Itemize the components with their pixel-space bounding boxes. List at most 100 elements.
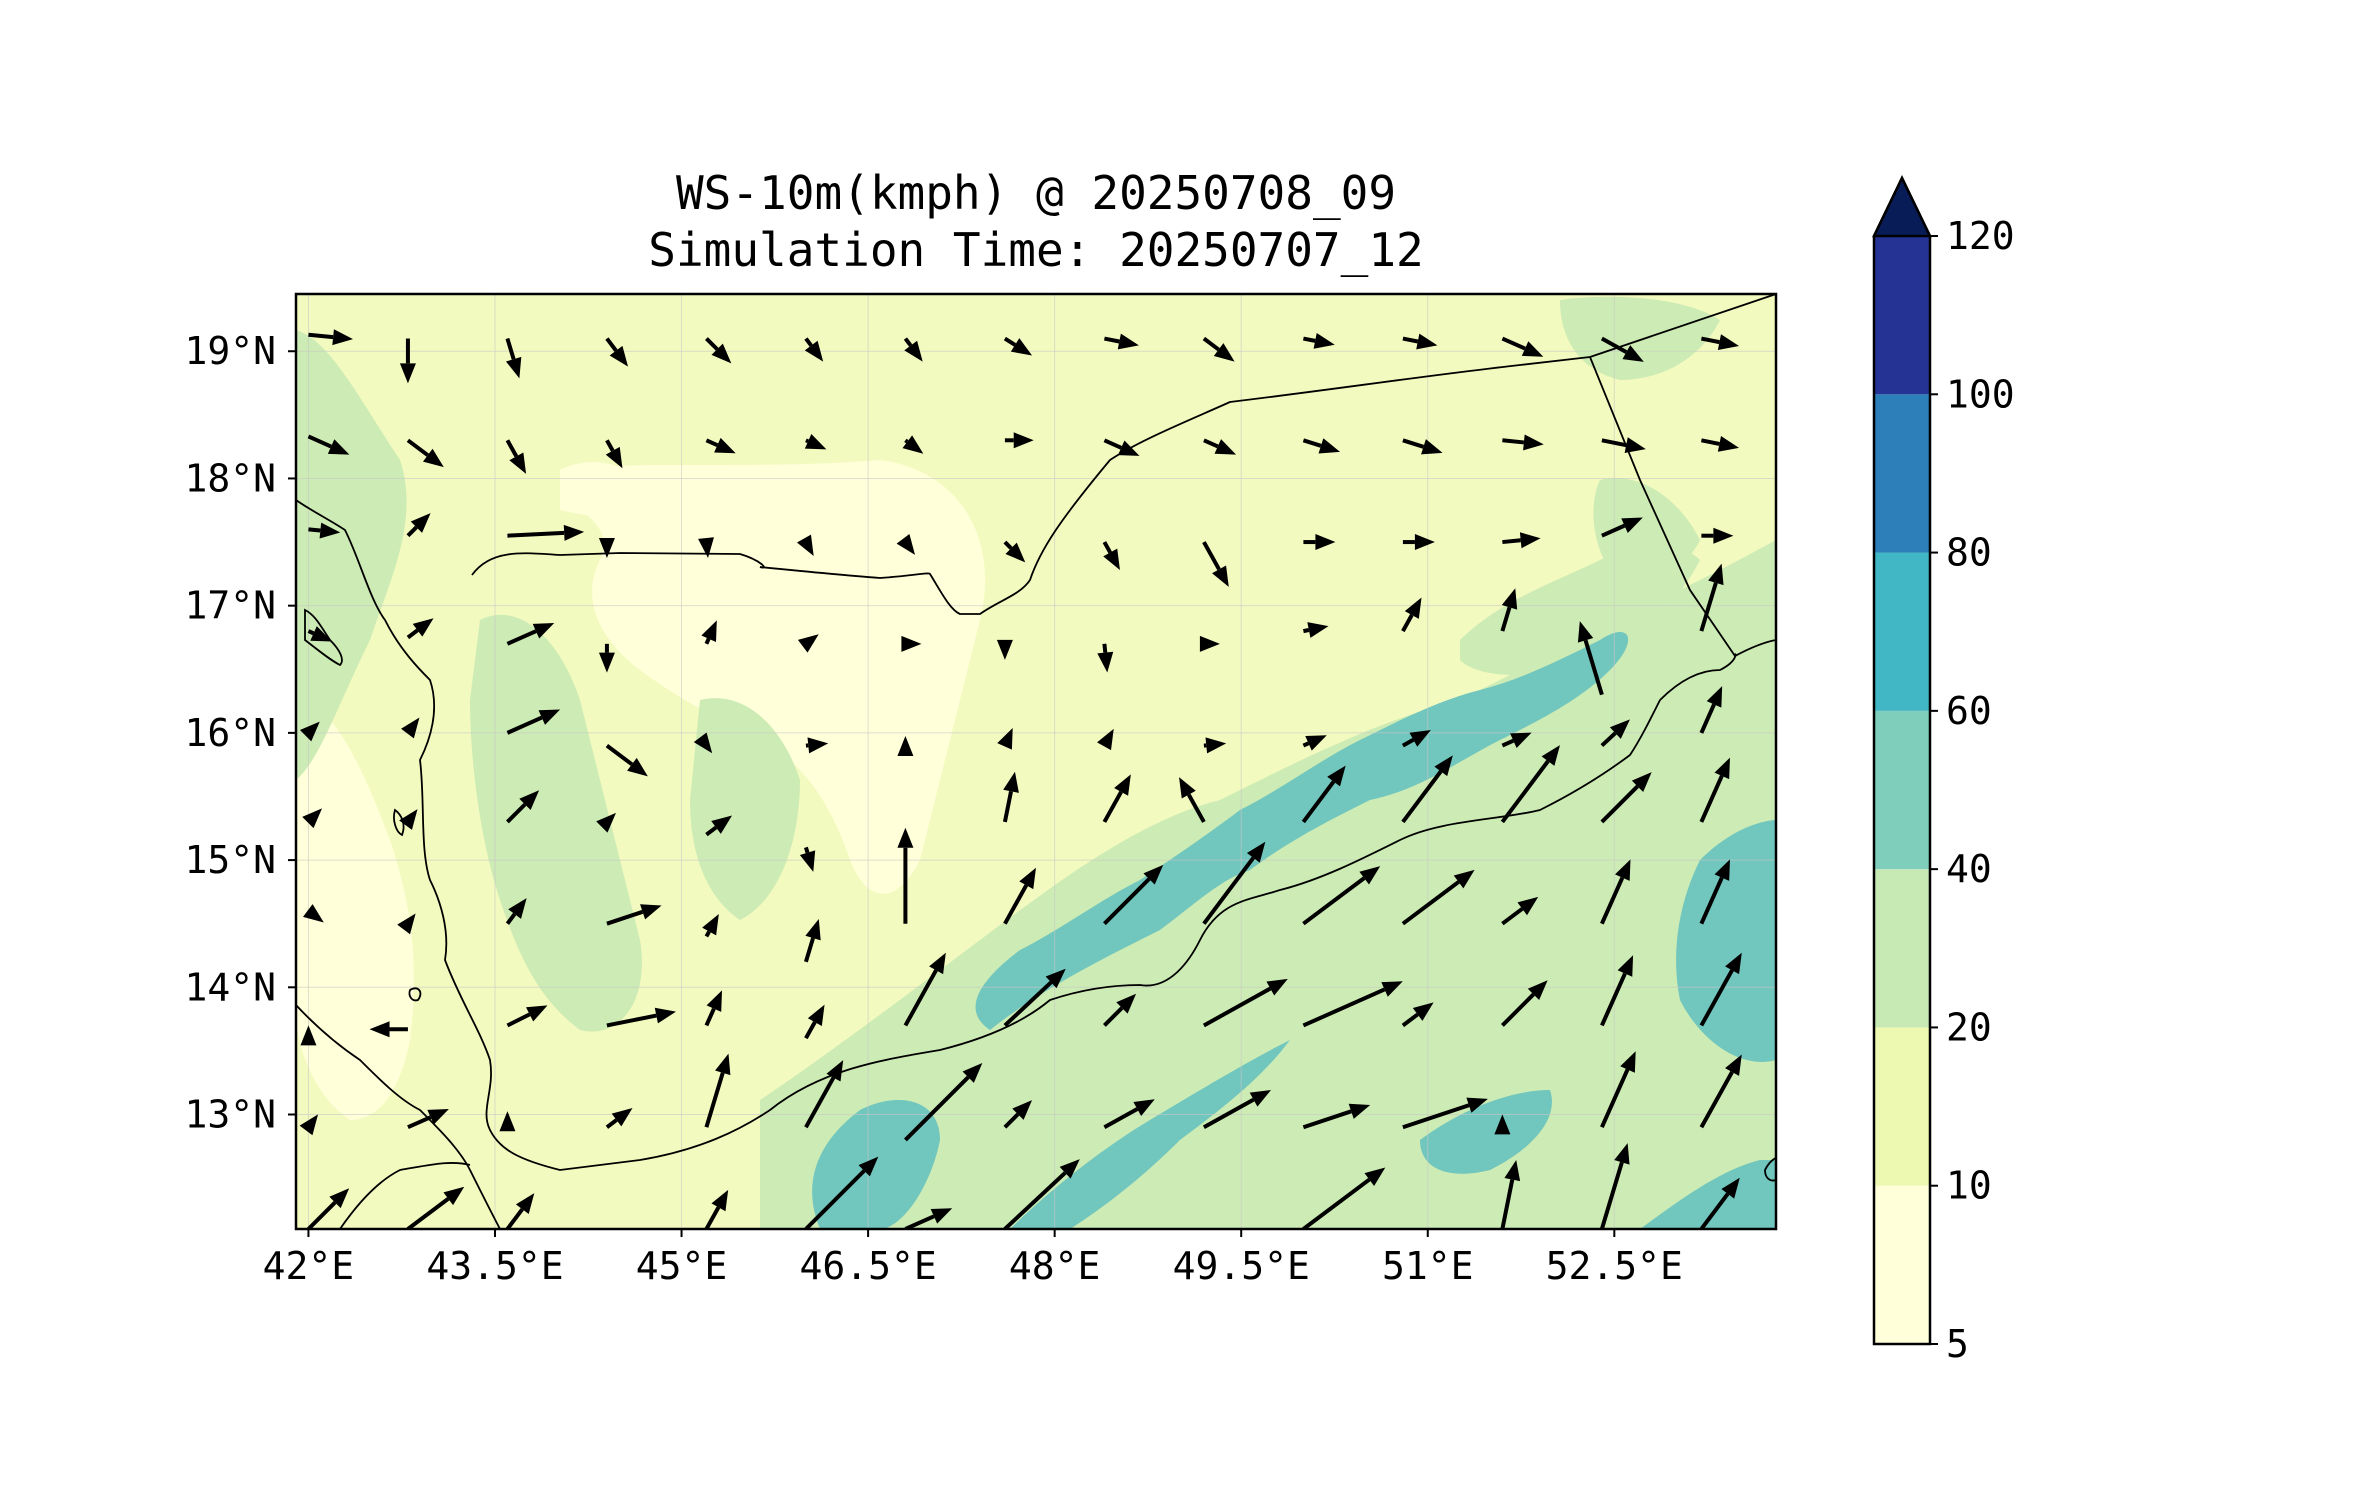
wind-arrow bbox=[704, 1189, 729, 1229]
colorbar-tick-label: 5 bbox=[1946, 1322, 1969, 1366]
wind-arrow bbox=[1501, 732, 1532, 749]
wind-arrow bbox=[804, 433, 827, 450]
wind-arrow bbox=[997, 728, 1013, 750]
colorbar-tick-label: 60 bbox=[1946, 689, 1992, 733]
wind-arrow bbox=[701, 620, 717, 645]
wind-arrow bbox=[1102, 541, 1120, 571]
boundaries bbox=[296, 294, 1776, 1229]
wind-arrow bbox=[598, 643, 615, 673]
wind-arrow bbox=[1302, 438, 1341, 454]
wind-arrow bbox=[1699, 859, 1730, 925]
strong-wind-far-southeast bbox=[1640, 1160, 1776, 1229]
lat-tick-label: 14°N bbox=[184, 965, 276, 1009]
wind-arrow bbox=[605, 337, 629, 367]
wind-arrow bbox=[605, 439, 623, 469]
wind-arrow bbox=[1701, 527, 1734, 544]
wind-arrow bbox=[705, 337, 732, 364]
lon-tick-label: 49.5°E bbox=[1173, 1244, 1310, 1288]
wind-arrow bbox=[1202, 978, 1288, 1028]
wind-arrow bbox=[1700, 334, 1740, 350]
wind-arrow bbox=[505, 439, 527, 474]
wind-arrow bbox=[902, 435, 924, 454]
wind-arrow bbox=[299, 1114, 319, 1136]
wind-arrow bbox=[399, 338, 416, 384]
wind-arrow bbox=[904, 1208, 953, 1229]
wind-speed-contours bbox=[296, 296, 1776, 1229]
wind-arrow bbox=[1004, 432, 1034, 449]
wind-arrow bbox=[307, 626, 332, 642]
wind-arrow bbox=[1501, 896, 1539, 926]
wind-arrow bbox=[605, 743, 648, 777]
lat-tick-label: 18°N bbox=[184, 456, 276, 500]
wind-arrow bbox=[596, 812, 616, 833]
wind-arrow bbox=[1097, 643, 1114, 673]
wind-arrow bbox=[505, 337, 522, 379]
wind-arrow bbox=[804, 1060, 844, 1129]
strong-wind-gulf-band bbox=[975, 631, 1629, 1030]
wind-arrow bbox=[397, 913, 416, 935]
wind-arrow bbox=[1401, 597, 1422, 633]
moderate-wind-central bbox=[690, 698, 800, 920]
wind-arrow bbox=[299, 721, 320, 742]
wind-arrow bbox=[897, 735, 914, 756]
wind-arrow bbox=[1179, 777, 1206, 823]
map-axes: 42°E 43.5°E 45°E 46.5°E 48°E 49.5°E 51°E 52.5°E… bbox=[184, 329, 1682, 1288]
wind-arrow bbox=[1501, 336, 1544, 357]
wind-arrow bbox=[1097, 728, 1114, 751]
wind-arrow bbox=[1103, 438, 1140, 456]
africa-coast bbox=[296, 1004, 501, 1229]
strong-wind-east-edge bbox=[1676, 820, 1776, 1062]
colorbar-tick-label: 100 bbox=[1946, 372, 2015, 416]
lon-tick-label: 48°E bbox=[1009, 1244, 1101, 1288]
wind-arrow bbox=[702, 914, 719, 938]
wind-arrow bbox=[1102, 993, 1137, 1027]
lon-tick-label: 42°E bbox=[263, 1244, 355, 1288]
lon-tick-label: 43.5°E bbox=[426, 1244, 563, 1288]
wind-arrow bbox=[1203, 438, 1237, 455]
wind-arrow bbox=[903, 1063, 983, 1142]
oman-coast bbox=[1734, 639, 1776, 657]
wind-arrow bbox=[1699, 1177, 1740, 1229]
wind-arrow bbox=[903, 337, 923, 362]
wind-arrow bbox=[401, 717, 420, 739]
map-frame bbox=[294, 292, 1778, 1231]
wind-arrow bbox=[1103, 1099, 1155, 1129]
wind-arrow bbox=[1699, 563, 1724, 632]
lon-tick-label: 51°E bbox=[1382, 1244, 1474, 1288]
wind-arrow bbox=[1600, 955, 1634, 1027]
wind-arrow bbox=[369, 1021, 408, 1038]
wind-arrow bbox=[1500, 1159, 1521, 1229]
wind-arrow bbox=[308, 329, 354, 346]
colorbar-segment bbox=[1874, 710, 1930, 870]
wind-arrow bbox=[1494, 1114, 1511, 1135]
colorbar-tick-label: 40 bbox=[1946, 847, 1992, 891]
wind-arrow bbox=[302, 904, 324, 923]
colorbar-segment bbox=[1874, 552, 1930, 711]
island-farasan bbox=[304, 608, 343, 667]
wind-arrow bbox=[307, 434, 350, 455]
wind-arrow bbox=[606, 904, 662, 926]
wind-arrow bbox=[1502, 532, 1541, 549]
wind-arrow bbox=[1401, 755, 1453, 824]
lat-tick-label: 15°N bbox=[184, 838, 276, 882]
wind-arrow bbox=[1500, 745, 1560, 824]
lat-tick-label: 13°N bbox=[184, 1093, 276, 1137]
strong-wind-south bbox=[1010, 1040, 1290, 1229]
wind-arrow bbox=[896, 534, 916, 555]
wind-arrow bbox=[1302, 735, 1327, 751]
lat-tick-label: 16°N bbox=[184, 711, 276, 755]
yemen-oman-border bbox=[1589, 356, 1736, 657]
lon-tick-label: 52.5°E bbox=[1546, 1244, 1683, 1288]
wind-arrow bbox=[704, 990, 723, 1027]
moderate-wind-northeast bbox=[1560, 296, 1720, 380]
wind-arrow bbox=[1401, 730, 1431, 748]
wind-arrow bbox=[1699, 686, 1723, 734]
wind-arrow bbox=[1003, 540, 1026, 563]
wind-arrow bbox=[804, 337, 824, 362]
wind-vectors bbox=[299, 329, 1742, 1229]
wind-arrow bbox=[506, 709, 561, 735]
island-hanish bbox=[408, 987, 422, 1002]
wind-arrow bbox=[1003, 968, 1066, 1027]
wind-arrow bbox=[1102, 864, 1164, 926]
